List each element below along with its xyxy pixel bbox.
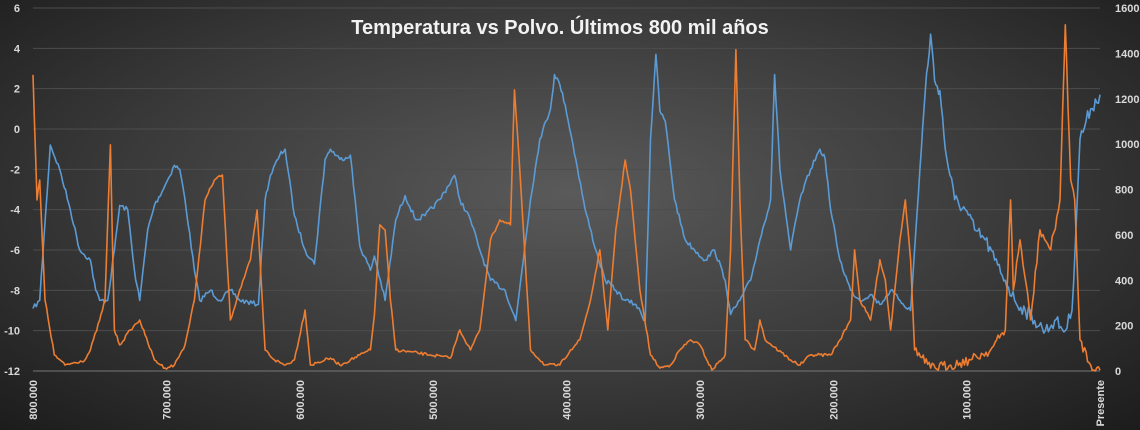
x-tick-label: 100.000 — [962, 380, 974, 420]
right-tick-label: 600 — [1115, 230, 1133, 242]
left-tick-label: -10 — [4, 326, 20, 338]
left-tick-label: -2 — [10, 164, 20, 176]
x-tick-label: 200.000 — [828, 380, 840, 420]
temperature-series-line — [32, 33, 1101, 334]
right-y-axis: 0 200 400 600 800 1000 1200 1400 1600 — [1115, 3, 1139, 378]
left-tick-label: 6 — [14, 3, 20, 15]
chart-title: Temperatura vs Polvo. Últimos 800 mil añ… — [351, 15, 769, 39]
right-tick-label: 0 — [1115, 366, 1121, 378]
right-tick-label: 400 — [1115, 275, 1133, 287]
left-tick-label: -8 — [10, 285, 20, 297]
gridlines — [33, 7, 1100, 372]
x-tick-label: 400.000 — [562, 380, 574, 420]
right-tick-label: 1200 — [1115, 94, 1139, 106]
right-tick-label: 800 — [1115, 185, 1133, 197]
x-tick-label: 600.000 — [295, 380, 307, 420]
x-tick-label: Presente — [1095, 380, 1107, 426]
left-y-axis: -12 -10 -8 -6 -4 -2 0 2 4 6 — [4, 3, 21, 378]
left-tick-label: -12 — [4, 366, 20, 378]
left-tick-label: 0 — [14, 124, 20, 136]
left-tick-label: -4 — [10, 205, 21, 217]
x-tick-label: 300.000 — [695, 380, 707, 420]
left-tick-label: 2 — [14, 84, 20, 96]
right-tick-label: 1400 — [1115, 48, 1139, 60]
left-tick-label: -6 — [10, 245, 20, 257]
dust-series-line — [32, 23, 1101, 372]
x-tick-label: 500.000 — [428, 380, 440, 420]
x-tick-label: 800.000 — [28, 380, 40, 420]
series-layer — [32, 23, 1101, 372]
left-tick-label: 4 — [14, 43, 21, 55]
x-axis: 800.000 700.000 600.000 500.000 400.000 300.0… — [28, 380, 1107, 426]
right-tick-label: 200 — [1115, 321, 1133, 333]
right-tick-label: 1600 — [1115, 3, 1139, 15]
x-tick-label: 700.000 — [161, 380, 173, 420]
right-tick-label: 1000 — [1115, 139, 1139, 151]
